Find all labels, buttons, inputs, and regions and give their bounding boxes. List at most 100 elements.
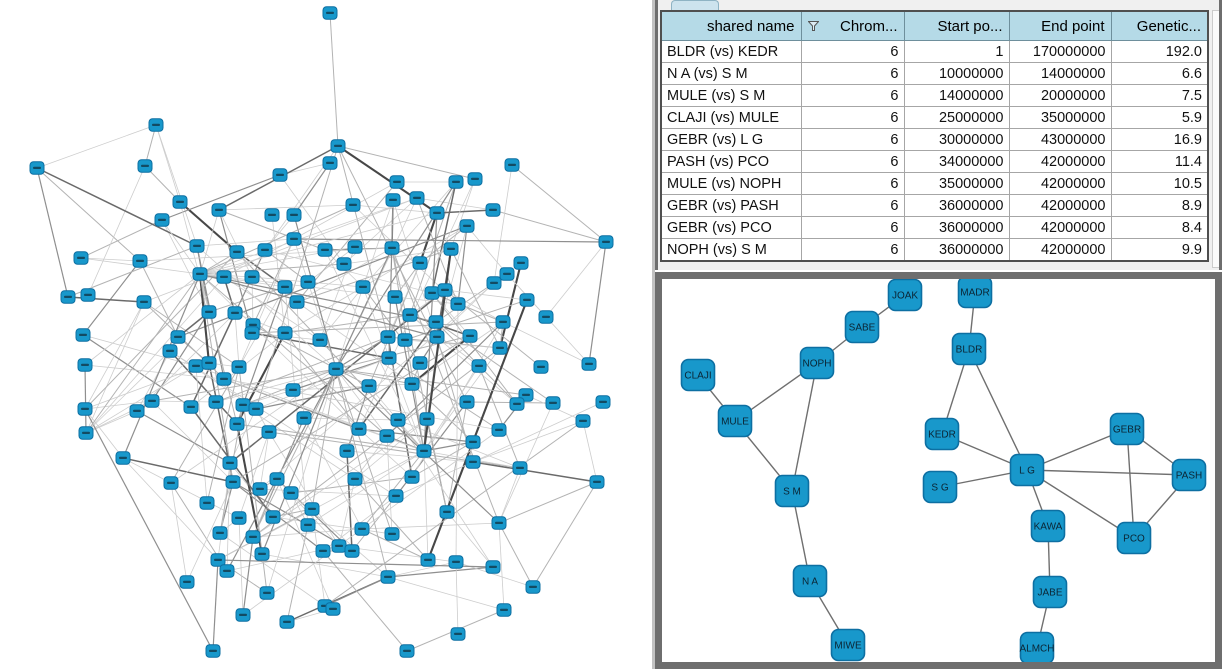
node[interactable]	[277, 280, 293, 294]
node[interactable]	[132, 254, 148, 268]
edge[interactable]	[85, 273, 201, 434]
edge[interactable]	[219, 532, 326, 607]
edge[interactable]	[82, 260, 141, 336]
node[interactable]	[286, 208, 302, 222]
edge[interactable]	[212, 559, 219, 652]
edge[interactable]	[391, 247, 425, 452]
table-row[interactable]: MULE (vs) S M 6 14000000 20000000 7.5	[660, 84, 1209, 107]
edge[interactable]	[351, 495, 397, 552]
node[interactable]	[137, 159, 153, 173]
edge[interactable]	[161, 219, 201, 275]
edge[interactable]	[335, 336, 389, 370]
node[interactable]	[465, 435, 481, 449]
node[interactable]	[465, 455, 481, 469]
node-noph[interactable]: NOPH	[799, 346, 835, 380]
cell-value[interactable]: 42000000	[1008, 150, 1112, 173]
cell-value[interactable]: 6	[800, 84, 905, 107]
node[interactable]	[491, 423, 507, 437]
node[interactable]	[533, 360, 549, 374]
node-gebr[interactable]: GEBR	[1109, 412, 1145, 446]
node[interactable]	[229, 245, 245, 259]
node[interactable]	[75, 328, 91, 342]
cell-shared-name[interactable]: GEBR (vs) L G	[660, 128, 802, 151]
edge[interactable]	[161, 219, 210, 313]
edge[interactable]	[307, 450, 425, 526]
edge[interactable]	[423, 450, 429, 561]
cell-value[interactable]: 42000000	[1008, 194, 1112, 217]
edge[interactable]	[293, 238, 607, 243]
node-l-g[interactable]: L G	[1009, 453, 1045, 487]
edge[interactable]	[82, 334, 192, 408]
cell-value[interactable]: 6	[800, 238, 905, 262]
edge[interactable]	[335, 368, 527, 396]
node[interactable]	[344, 544, 360, 558]
node[interactable]	[328, 362, 344, 376]
edge[interactable]	[532, 481, 598, 588]
node[interactable]	[486, 276, 502, 290]
node[interactable]	[248, 402, 264, 416]
edge[interactable]	[455, 561, 459, 635]
node[interactable]	[286, 232, 302, 246]
edge[interactable]	[87, 165, 146, 296]
cell-value[interactable]: 6	[800, 150, 905, 173]
node[interactable]	[216, 372, 232, 386]
cell-shared-name[interactable]: BLDR (vs) KEDR	[660, 40, 802, 63]
edge[interactable]	[466, 225, 508, 275]
edge[interactable]	[84, 273, 201, 366]
node[interactable]	[439, 505, 455, 519]
edge[interactable]	[84, 301, 145, 410]
edge[interactable]	[196, 245, 337, 370]
table-row[interactable]: CLAJI (vs) MULE 6 25000000 35000000 5.9	[660, 106, 1209, 129]
edge[interactable]	[170, 482, 188, 583]
edge[interactable]	[259, 282, 495, 490]
edge[interactable]	[177, 225, 468, 338]
edge[interactable]	[266, 368, 337, 594]
edge[interactable]	[238, 517, 244, 616]
node[interactable]	[416, 444, 432, 458]
edge[interactable]	[409, 181, 457, 316]
edge[interactable]	[335, 368, 389, 578]
edge[interactable]	[85, 301, 145, 434]
cell-value[interactable]: 35000000	[1008, 106, 1112, 129]
edge[interactable]	[252, 368, 337, 538]
node[interactable]	[448, 555, 464, 569]
edge[interactable]	[85, 410, 138, 434]
edge[interactable]	[84, 400, 153, 410]
edge[interactable]	[155, 124, 181, 203]
node[interactable]	[210, 553, 226, 567]
node[interactable]	[322, 156, 338, 170]
node[interactable]	[192, 267, 208, 281]
edge-gebr-pco[interactable]	[1126, 428, 1135, 539]
edge[interactable]	[307, 281, 364, 288]
node[interactable]	[199, 496, 215, 510]
node[interactable]	[208, 395, 224, 409]
edge[interactable]	[286, 524, 309, 623]
cell-shared-name[interactable]: PASH (vs) PCO	[660, 150, 802, 173]
table-row[interactable]: BLDR (vs) KEDR 6 1 170000000 192.0	[660, 40, 1209, 63]
column-header-start-po[interactable]: Start po...	[903, 10, 1010, 41]
node[interactable]	[60, 290, 76, 304]
node[interactable]	[471, 359, 487, 373]
sub-network-view[interactable]: JOAK SABE NOPH CLAJI MULE S M N A MIWE MADR BLDR K…	[655, 272, 1222, 669]
edge[interactable]	[492, 209, 607, 243]
edge[interactable]	[431, 292, 471, 337]
node[interactable]	[485, 560, 501, 574]
edge[interactable]	[122, 273, 201, 459]
cell-value[interactable]: 6	[800, 216, 905, 239]
edge[interactable]	[155, 124, 198, 247]
cell-value[interactable]: 42000000	[1008, 172, 1112, 195]
node[interactable]	[485, 203, 501, 217]
node[interactable]	[390, 413, 406, 427]
column-header-end-point[interactable]: End point	[1008, 10, 1112, 41]
node[interactable]	[512, 461, 528, 475]
edge[interactable]	[169, 350, 397, 497]
edge[interactable]	[346, 450, 474, 463]
edge[interactable]	[234, 312, 240, 368]
edge[interactable]	[272, 516, 393, 535]
edge[interactable]	[252, 418, 428, 538]
node[interactable]	[595, 395, 611, 409]
cell-value[interactable]: 14000000	[903, 84, 1010, 107]
node[interactable]	[429, 206, 445, 220]
edge[interactable]	[409, 314, 518, 405]
edge[interactable]	[404, 339, 501, 349]
